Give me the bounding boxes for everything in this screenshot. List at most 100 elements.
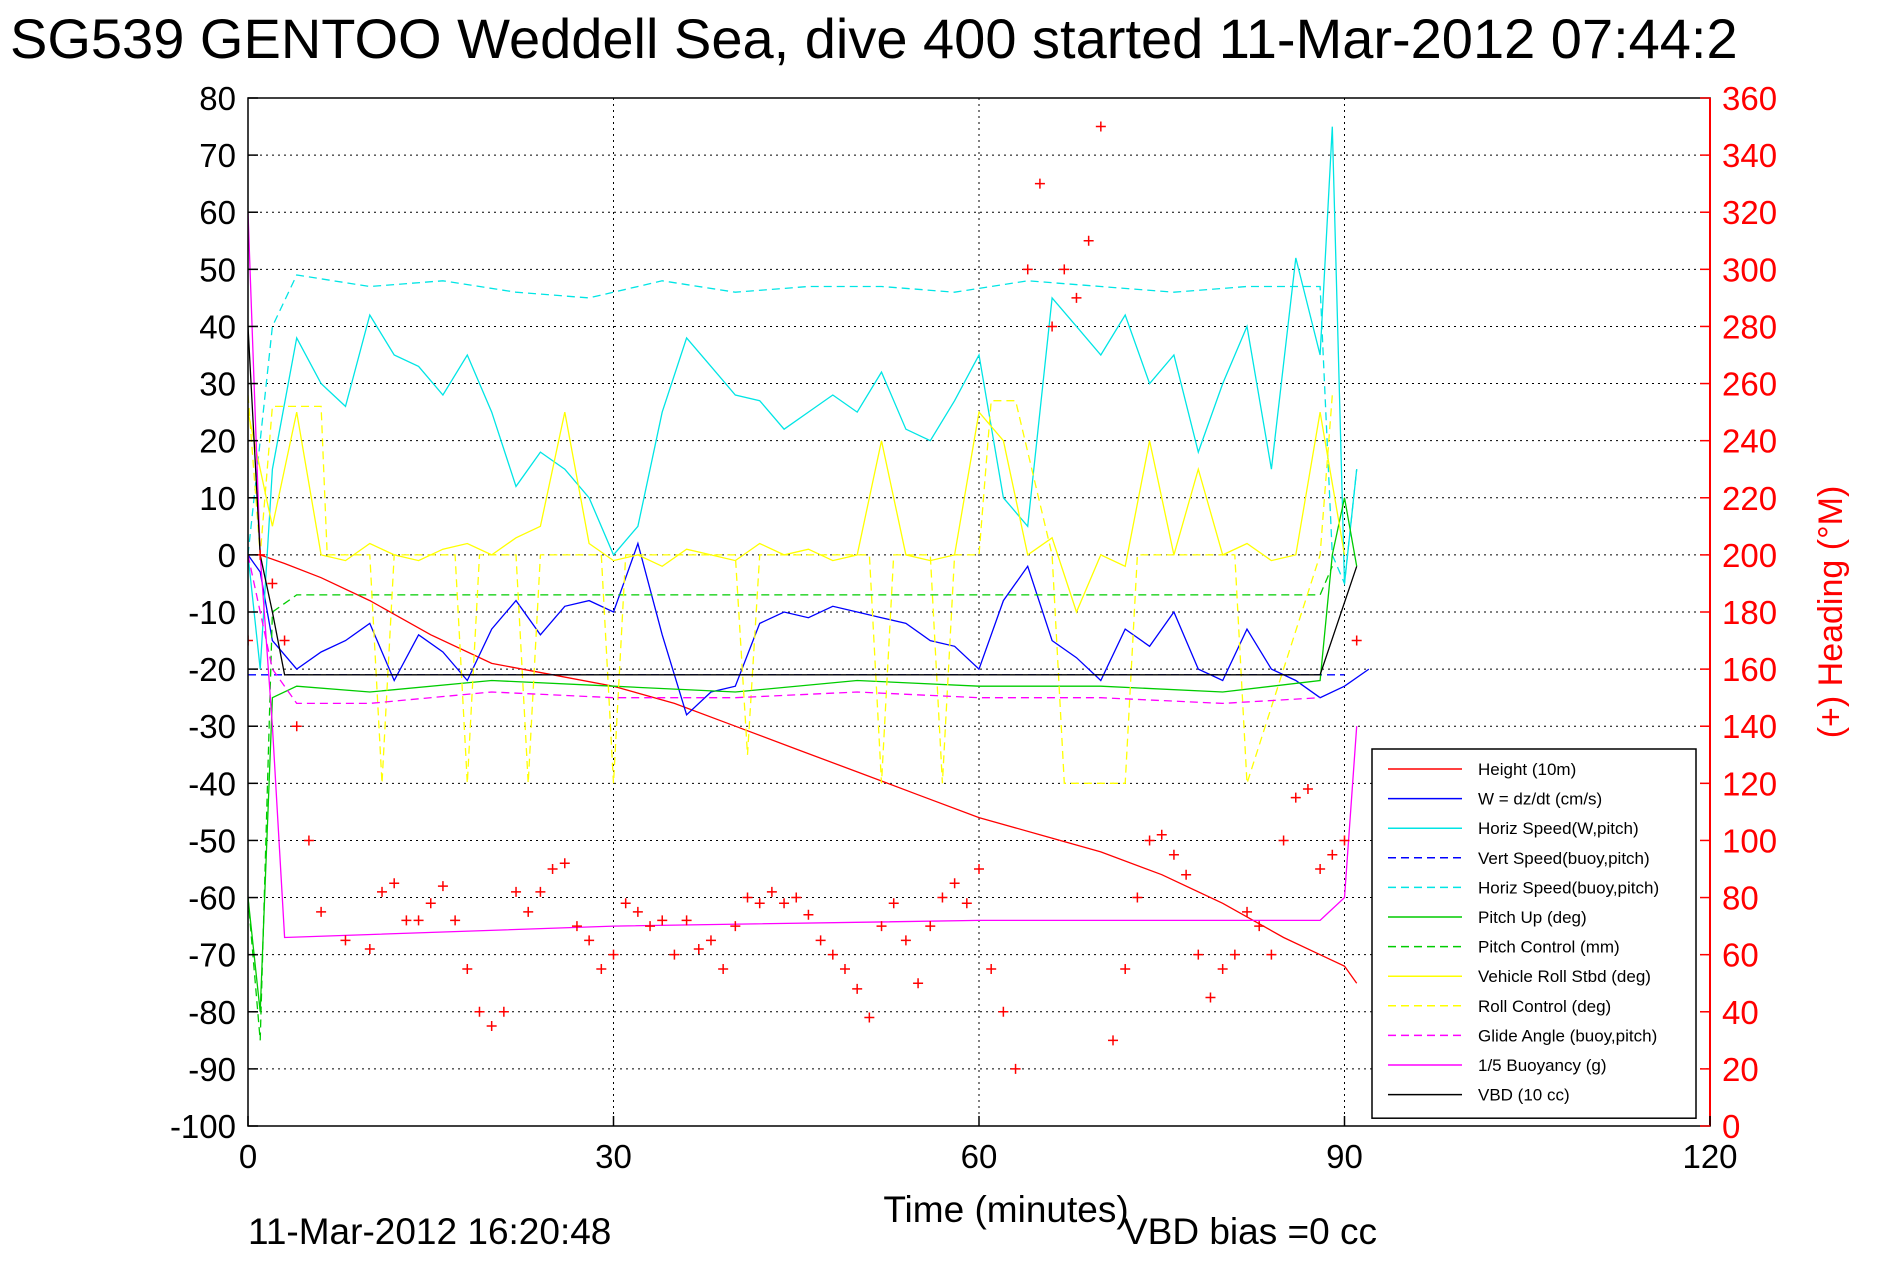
heading-marker [596, 963, 607, 974]
series-glide-angle-buoy-pitch [248, 554, 1321, 705]
heading-marker [974, 864, 984, 874]
series-horiz-speed-buoy-pitch [248, 274, 1358, 586]
footer-date: 11-Mar-2012 16:20:48 [248, 1211, 611, 1252]
y-left-tick-label: -60 [188, 880, 236, 917]
heading-marker [1278, 835, 1289, 846]
heading-marker [1351, 635, 1362, 646]
heading-marker [474, 1006, 485, 1017]
heading-marker [425, 898, 436, 909]
heading-marker [547, 864, 558, 874]
heading-marker [340, 935, 351, 946]
heading-marker [815, 935, 826, 946]
heading-marker [693, 943, 704, 954]
heading-marker [608, 949, 619, 960]
y-right-tick-label: 140 [1722, 708, 1777, 745]
y-left-tick-label: 60 [199, 194, 236, 231]
y-left-tick-label: 40 [199, 308, 236, 345]
y-right-tick-label: 320 [1722, 194, 1777, 231]
heading-marker [1315, 864, 1326, 874]
heading-marker [462, 963, 473, 974]
heading-marker [523, 906, 534, 917]
heading-marker [632, 906, 643, 917]
heading-marker [986, 963, 997, 974]
x-tick-label: 90 [1326, 1138, 1363, 1175]
heading-marker [1022, 264, 1033, 275]
series-pitch-up-deg [248, 497, 1358, 1012]
y-right-tick-label: 0 [1722, 1108, 1740, 1145]
heading-marker [1010, 1063, 1021, 1074]
heading-marker [949, 878, 960, 889]
y-left-tick-label: 80 [199, 80, 236, 117]
heading-marker [1242, 906, 1253, 917]
series-heading-m [248, 121, 1362, 1074]
heading-marker [1290, 792, 1301, 803]
x-tick-label: 0 [239, 1138, 257, 1175]
heading-marker [1108, 1035, 1119, 1046]
heading-marker [681, 915, 692, 926]
legend-box [1371, 748, 1697, 1119]
heading-marker [839, 963, 850, 974]
heading-marker [1120, 963, 1131, 974]
heading-marker [413, 915, 424, 926]
heading-marker [620, 898, 631, 909]
y-left-tick-label: 50 [199, 251, 236, 288]
heading-marker [279, 635, 290, 646]
y-left-tick-label: 20 [199, 423, 236, 460]
legend-entry: Horiz Speed(W,pitch) [1478, 819, 1639, 838]
footer-vbd-bias: VBD bias =0 cc [1123, 1211, 1377, 1252]
y-right-tick-label: 20 [1722, 1051, 1759, 1088]
heading-marker [730, 921, 741, 932]
heading-marker [1156, 829, 1167, 840]
y-right-tick-label: 100 [1722, 822, 1777, 859]
heading-marker [559, 858, 570, 869]
legend-entry: Pitch Up (deg) [1478, 908, 1587, 927]
legend-entry: Vert Speed(buoy,pitch) [1478, 849, 1650, 868]
y-right-tick-label: 220 [1722, 480, 1777, 517]
y-left-tick-label: -80 [188, 994, 236, 1031]
heading-marker [1205, 992, 1216, 1003]
y-left-tick-label: 10 [199, 480, 236, 517]
y-left-tick-label: 0 [218, 537, 236, 574]
heading-marker [754, 898, 765, 909]
y-left-tick-label: -50 [188, 822, 236, 859]
y-right-tick-label: 160 [1722, 651, 1777, 688]
x-axis-label: Time (minutes) [883, 1189, 1128, 1230]
series-height-10m [248, 554, 1358, 984]
heading-marker [1181, 869, 1192, 880]
heading-marker [766, 886, 777, 897]
heading-marker [1339, 835, 1350, 846]
heading-marker [1193, 949, 1204, 960]
legend-entry: 1/5 Buoyancy (g) [1478, 1056, 1607, 1075]
y-left-tick-label: -100 [170, 1108, 236, 1145]
y-right-tick-label: 80 [1722, 880, 1759, 917]
heading-marker [864, 1012, 875, 1023]
heading-marker [876, 921, 887, 932]
series-w-dz-dt-cm-s [248, 541, 1370, 716]
y-left-tick-label: 30 [199, 366, 236, 403]
y-left-tick-label: -90 [188, 1051, 236, 1088]
heading-marker [316, 906, 327, 917]
heading-marker [498, 1006, 509, 1017]
heading-marker [705, 935, 716, 946]
heading-marker [1302, 784, 1313, 795]
x-tick-label: 60 [961, 1138, 998, 1175]
heading-marker [900, 935, 911, 946]
x-tick-label: 120 [1682, 1138, 1737, 1175]
heading-marker [657, 915, 668, 926]
legend-entry: Horiz Speed(buoy,pitch) [1478, 878, 1659, 897]
series-layer [248, 121, 1370, 1074]
heading-marker [1254, 921, 1265, 932]
heading-marker [1095, 121, 1106, 132]
heading-marker [389, 878, 400, 889]
y-right-tick-label: 60 [1722, 937, 1759, 974]
heading-marker [377, 886, 388, 897]
heading-marker [450, 915, 461, 926]
heading-marker [511, 886, 522, 897]
heading-marker [291, 721, 302, 732]
y-right-tick-label: 360 [1722, 80, 1777, 117]
series-1-5-buoyancy-g [248, 212, 1358, 939]
heading-marker [718, 963, 729, 974]
heading-marker [535, 886, 546, 897]
legend-entry: W = dz/dt (cm/s) [1478, 790, 1602, 809]
legend-entry: Pitch Control (mm) [1478, 938, 1620, 957]
